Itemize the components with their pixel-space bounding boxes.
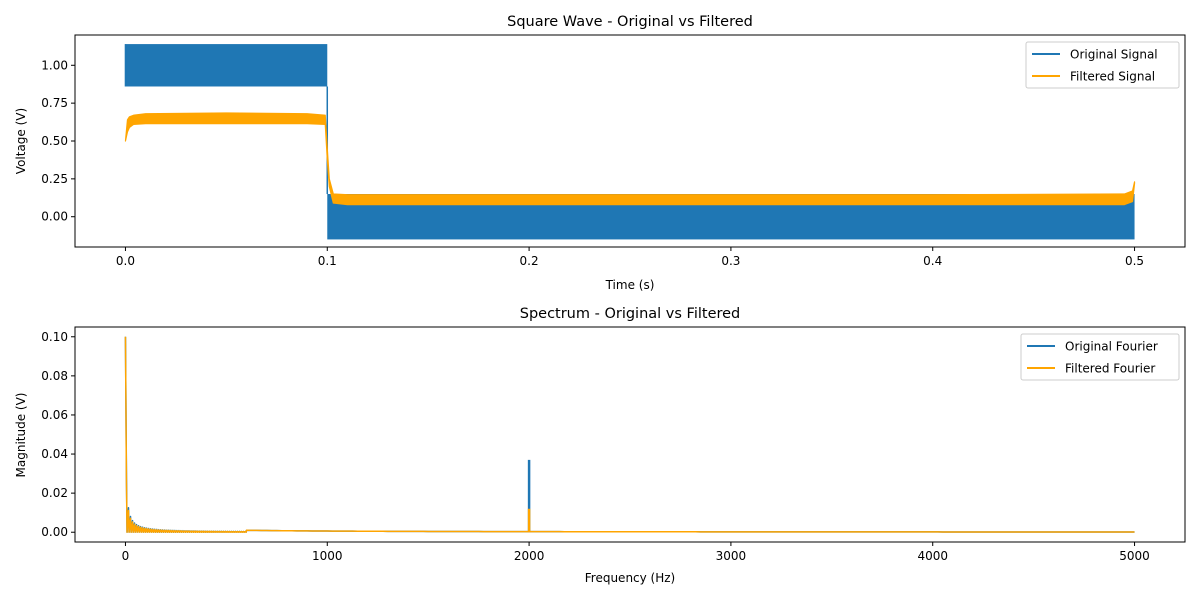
chart-title: Spectrum - Original vs Filtered bbox=[520, 306, 741, 322]
y-tick-label: 1.00 bbox=[41, 58, 68, 72]
signal-band bbox=[124, 112, 1136, 206]
x-tick-label: 0.0 bbox=[116, 254, 135, 268]
y-tick-label: 0.00 bbox=[41, 525, 68, 539]
x-axis-ticks: 0 1000 2000 3000 4000 5000 bbox=[122, 542, 1150, 563]
x-axis-label: Time (s) bbox=[605, 278, 655, 292]
series-filtered-fourier bbox=[124, 336, 1135, 533]
x-tick-label: 5000 bbox=[1119, 549, 1150, 563]
series-original-signal bbox=[124, 44, 1135, 240]
legend-label-filtered-signal: Filtered Signal bbox=[1070, 70, 1155, 84]
legend-label-original-signal: Original Signal bbox=[1070, 48, 1158, 62]
x-tick-label: 4000 bbox=[917, 549, 948, 563]
x-tick-label: 0.2 bbox=[520, 254, 539, 268]
x-tick-label: 3000 bbox=[716, 549, 747, 563]
x-tick-label: 0.1 bbox=[318, 254, 337, 268]
y-tick-label: 0.04 bbox=[41, 447, 68, 461]
y-axis-ticks: 0.00 0.02 0.04 0.06 0.08 0.10 bbox=[41, 330, 75, 539]
spectrum-line bbox=[124, 336, 1135, 533]
x-tick-label: 0 bbox=[122, 549, 130, 563]
legend: Original Signal Filtered Signal bbox=[1025, 41, 1180, 89]
series-filtered-signal bbox=[124, 112, 1136, 206]
plot-area bbox=[124, 336, 1135, 533]
legend-label-filtered-fourier: Filtered Fourier bbox=[1065, 362, 1155, 376]
y-axis-label: Voltage (V) bbox=[14, 108, 28, 174]
legend-box bbox=[1020, 333, 1180, 381]
x-tick-label: 0.4 bbox=[923, 254, 942, 268]
x-tick-label: 2000 bbox=[514, 549, 545, 563]
spectrum-chart: Spectrum - Original vs Filtered 0 1000 200… bbox=[14, 306, 1186, 585]
y-axis-label: Magnitude (V) bbox=[14, 393, 28, 478]
y-tick-label: 0.10 bbox=[41, 330, 68, 344]
x-tick-label: 0.5 bbox=[1125, 254, 1144, 268]
y-tick-label: 0.75 bbox=[41, 96, 68, 110]
y-tick-label: 0.50 bbox=[41, 134, 68, 148]
y-tick-label: 0.00 bbox=[41, 210, 68, 224]
x-axis-label: Frequency (Hz) bbox=[585, 571, 676, 585]
y-tick-label: 0.06 bbox=[41, 408, 68, 422]
y-axis-ticks: 0.00 0.25 0.50 0.75 1.00 bbox=[41, 58, 75, 224]
x-axis-ticks: 0.0 0.1 0.2 0.3 0.4 0.5 bbox=[116, 247, 1144, 268]
legend-box bbox=[1025, 41, 1180, 89]
square-wave-chart: Square Wave - Original vs Filtered 0.0 0.… bbox=[14, 14, 1186, 292]
legend-label-original-fourier: Original Fourier bbox=[1065, 340, 1158, 354]
x-tick-label: 0.3 bbox=[721, 254, 740, 268]
y-tick-label: 0.02 bbox=[41, 486, 68, 500]
axes-frame bbox=[74, 326, 1186, 543]
chart-title: Square Wave - Original vs Filtered bbox=[507, 14, 753, 30]
y-tick-label: 0.25 bbox=[41, 172, 68, 186]
series-original-fourier bbox=[124, 336, 1135, 533]
signal-band bbox=[125, 44, 328, 87]
spectrum-line bbox=[124, 336, 1135, 533]
x-tick-label: 1000 bbox=[312, 549, 343, 563]
plot-area bbox=[124, 44, 1136, 240]
y-tick-label: 0.08 bbox=[41, 369, 68, 383]
legend: Original Fourier Filtered Fourier bbox=[1020, 333, 1180, 381]
